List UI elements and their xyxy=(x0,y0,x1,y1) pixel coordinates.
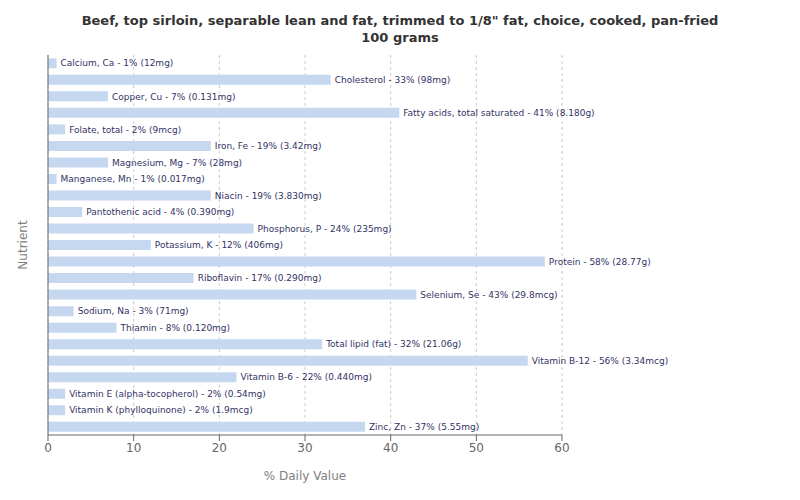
svg-text:Cholesterol - 33% (98mg): Cholesterol - 33% (98mg) xyxy=(335,75,451,85)
svg-text:Riboflavin - 17% (0.290mg): Riboflavin - 17% (0.290mg) xyxy=(198,273,322,283)
svg-text:Zinc, Zn - 37% (5.55mg): Zinc, Zn - 37% (5.55mg) xyxy=(369,422,479,432)
svg-text:Vitamin B-6 - 22% (0.440mg): Vitamin B-6 - 22% (0.440mg) xyxy=(240,372,372,382)
svg-text:Vitamin K (phylloquinone) - 2%: Vitamin K (phylloquinone) - 2% (1.9mcg) xyxy=(69,405,253,415)
svg-text:Folate, total - 2% (9mcg): Folate, total - 2% (9mcg) xyxy=(69,125,181,135)
svg-text:Iron, Fe - 19% (3.42mg): Iron, Fe - 19% (3.42mg) xyxy=(215,141,322,151)
svg-text:Thiamin - 8% (0.120mg): Thiamin - 8% (0.120mg) xyxy=(120,323,231,333)
svg-text:30: 30 xyxy=(297,441,312,455)
svg-text:% Daily Value: % Daily Value xyxy=(264,469,346,483)
svg-text:60: 60 xyxy=(554,441,569,455)
svg-text:50: 50 xyxy=(469,441,484,455)
html-text:100 grams: 100 grams xyxy=(361,30,439,45)
svg-text:20: 20 xyxy=(212,441,227,455)
svg-text:Phosphorus, P - 24% (235mg): Phosphorus, P - 24% (235mg) xyxy=(258,224,392,234)
svg-text:Total lipid (fat) - 32% (21.06: Total lipid (fat) - 32% (21.06g) xyxy=(325,339,461,349)
html-text:Beef, top sirloin, separable l: Beef, top sirloin, separable lean and fa… xyxy=(81,13,719,28)
svg-text:Niacin - 19% (3.830mg): Niacin - 19% (3.830mg) xyxy=(215,191,322,201)
svg-text:Nutrient: Nutrient xyxy=(16,220,30,270)
svg-text:Selenium, Se - 43% (29.8mcg): Selenium, Se - 43% (29.8mcg) xyxy=(420,290,557,300)
svg-text:Sodium, Na - 3% (71mg): Sodium, Na - 3% (71mg) xyxy=(78,306,189,316)
svg-text:Fatty acids, total saturated -: Fatty acids, total saturated - 41% (8.18… xyxy=(403,108,594,118)
svg-text:Magnesium, Mg - 7% (28mg): Magnesium, Mg - 7% (28mg) xyxy=(112,158,242,168)
svg-text:Vitamin E (alpha-tocopherol) -: Vitamin E (alpha-tocopherol) - 2% (0.54m… xyxy=(69,389,266,399)
svg-text:Protein - 58% (28.77g): Protein - 58% (28.77g) xyxy=(549,257,651,267)
svg-text:Copper, Cu - 7% (0.131mg): Copper, Cu - 7% (0.131mg) xyxy=(112,92,236,102)
svg-text:10: 10 xyxy=(126,441,141,455)
svg-text:Manganese, Mn - 1% (0.017mg): Manganese, Mn - 1% (0.017mg) xyxy=(61,174,205,184)
svg-text:0: 0 xyxy=(44,441,52,455)
svg-text:Potassium, K - 12% (406mg): Potassium, K - 12% (406mg) xyxy=(155,240,283,250)
svg-text:Calcium, Ca - 1% (12mg): Calcium, Ca - 1% (12mg) xyxy=(61,58,174,68)
svg-text:Pantothenic acid - 4% (0.390mg: Pantothenic acid - 4% (0.390mg) xyxy=(86,207,234,217)
svg-text:40: 40 xyxy=(383,441,398,455)
svg-text:Vitamin B-12 - 56% (3.34mcg): Vitamin B-12 - 56% (3.34mcg) xyxy=(532,356,669,366)
